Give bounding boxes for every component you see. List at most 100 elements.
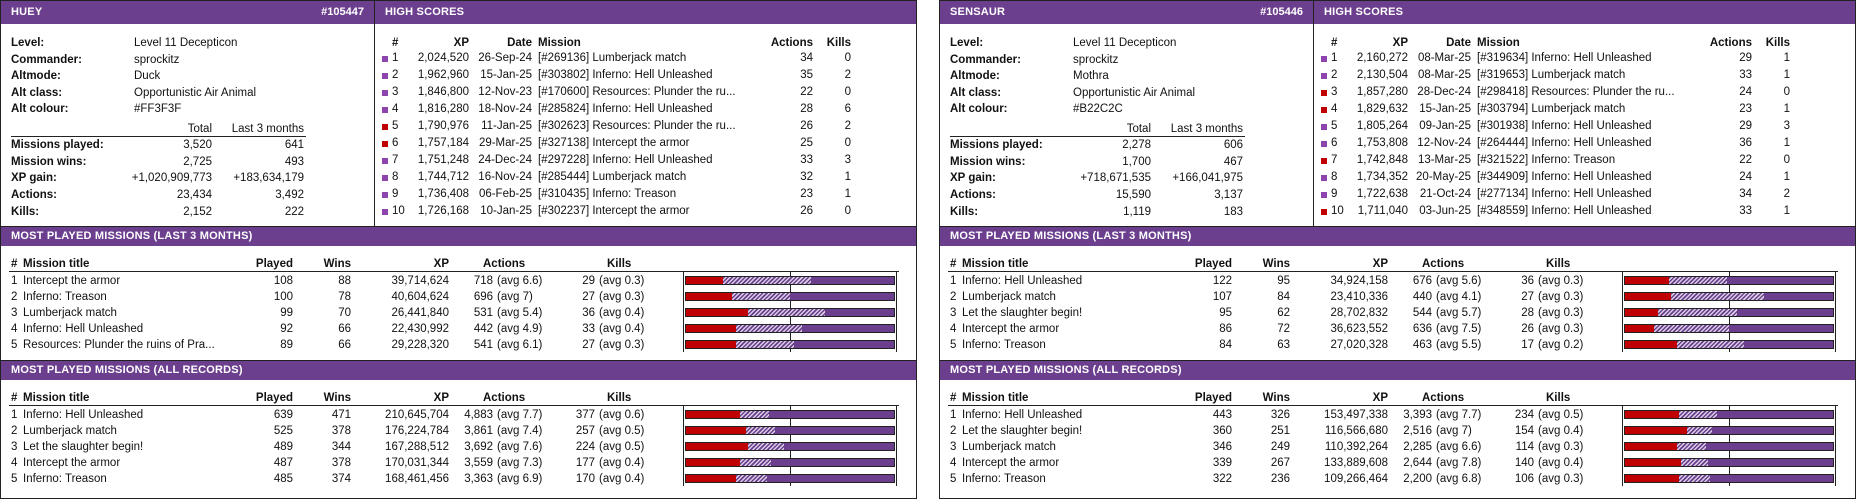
hs-date: 18-Nov-24 <box>478 103 532 115</box>
hs-col-kills: Kills <box>1765 37 1790 49</box>
mission-row[interactable]: 5 Inferno: Treason 322 236 109,266,464 2,200 (… <box>940 471 1855 487</box>
high-score-row[interactable]: 8 1,744,712 16-Nov-24 [#285444] Lumberjack … <box>1 169 916 186</box>
high-score-row[interactable]: 10 1,726,168 10-Jan-25 [#302237] Intercept … <box>1 203 916 220</box>
high-score-row[interactable]: 5 1,790,976 11-Jan-25 [#302623] Resources: … <box>1 118 916 135</box>
mission-wins: 344 <box>331 441 351 453</box>
high-score-row[interactable]: 6 1,753,808 12-Nov-24 [#264444] Inferno: He… <box>940 135 1855 152</box>
mission-row[interactable]: 4 Intercept the armor 487 378 170,031,344 3,5… <box>1 455 916 471</box>
mission-row[interactable]: 5 Inferno: Treason 84 63 27,020,328 463 (avg 5… <box>940 337 1855 353</box>
stats-header: Total Last 3 months <box>11 122 306 137</box>
mission-wins: 374 <box>331 473 351 485</box>
high-score-row[interactable]: 1 2,160,272 08-Mar-25 [#319634] Inferno: He… <box>940 50 1855 67</box>
high-score-row[interactable]: 2 2,130,504 08-Mar-25 [#319653] Lumberjack … <box>940 67 1855 84</box>
mission-row[interactable]: 2 Lumberjack match 525 378 176,224,784 3,861 (… <box>1 423 916 439</box>
hs-rank: 1 <box>1331 52 1338 64</box>
missions-col-actions: Actions <box>1422 392 1465 404</box>
mission-played: 99 <box>280 307 293 319</box>
mission-row[interactable]: 3 Lumberjack match 346 249 110,392,264 2,285 (… <box>940 439 1855 455</box>
high-score-row[interactable]: 5 1,805,264 09-Jan-25 [#301938] Inferno: He… <box>940 118 1855 135</box>
win-ratio-red-segment <box>1625 427 1688 434</box>
mission-row[interactable]: 1 Inferno: Hell Unleashed 639 471 210,645,70… <box>1 407 916 423</box>
high-score-row[interactable]: 7 1,742,848 13-Mar-25 [#321522] Inferno: Tr… <box>940 152 1855 169</box>
score-marker-icon <box>382 107 388 113</box>
high-score-row[interactable]: 9 1,722,638 21-Oct-24 [#277134] Inferno: He… <box>940 186 1855 203</box>
win-ratio-bar <box>1624 458 1834 467</box>
hs-mission: [#302237] Intercept the armor <box>538 205 690 217</box>
win-ratio-hatched-segment <box>1677 443 1707 450</box>
score-marker-icon <box>382 175 388 181</box>
mission-row[interactable]: 5 Inferno: Treason 485 374 168,461,456 3,363 (… <box>1 471 916 487</box>
high-score-row[interactable]: 3 1,846,800 12-Nov-23 [#170600] Resources: … <box>1 84 916 101</box>
mission-kills: 377 <box>575 409 595 421</box>
profile-value: sprockitz <box>1073 53 1119 66</box>
mission-row[interactable]: 3 Lumberjack match 99 70 26,441,840 531 (avg 5… <box>1 305 916 321</box>
stats-last3: +166,041,975 <box>1172 172 1243 185</box>
high-score-row[interactable]: 8 1,734,352 20-May-25 [#344909] Inferno: He… <box>940 169 1855 186</box>
score-marker-icon <box>1321 73 1327 79</box>
mission-rank: 5 <box>11 339 18 351</box>
missions-col-kills: Kills <box>1546 258 1571 270</box>
mission-row[interactable]: 3 Let the slaughter begin! 95 62 28,702,832 5… <box>940 305 1855 321</box>
high-score-row[interactable]: 9 1,736,408 06-Feb-25 [#310435] Inferno: Tr… <box>1 186 916 203</box>
mission-kills: 17 <box>1521 339 1534 351</box>
profile-label: Alt class: <box>950 86 1002 99</box>
mission-row[interactable]: 1 Inferno: Hell Unleashed 443 326 153,497,33… <box>940 407 1855 423</box>
score-marker-icon <box>1321 90 1327 96</box>
mission-row[interactable]: 4 Intercept the armor 339 267 133,889,608 2,6… <box>940 455 1855 471</box>
win-ratio-bar <box>1624 308 1834 317</box>
mission-row[interactable]: 2 Lumberjack match 107 84 23,410,336 440 (avg … <box>940 289 1855 305</box>
mission-title: Intercept the armor <box>962 457 1060 469</box>
mission-row[interactable]: 4 Intercept the armor 86 72 36,623,552 636 (av… <box>940 321 1855 337</box>
stats-label: Kills: <box>950 205 979 218</box>
stats-total: +718,671,535 <box>1080 172 1151 185</box>
mission-xp: 109,266,464 <box>1324 473 1388 485</box>
win-ratio-red-segment <box>1625 309 1659 316</box>
hs-kills: 2 <box>844 120 851 132</box>
mission-title: Inferno: Hell Unleashed <box>962 409 1083 421</box>
high-score-row[interactable]: 1 2,024,520 26-Sep-24 [#269136] Lumberjack … <box>1 50 916 67</box>
high-score-row[interactable]: 4 1,816,280 18-Nov-24 [#285824] Inferno: He… <box>1 101 916 118</box>
mission-row[interactable]: 2 Inferno: Treason 100 78 40,604,624 696 (avg … <box>1 289 916 305</box>
profile-row: Level: Level 11 Decepticon <box>11 35 301 52</box>
high-score-row[interactable]: 4 1,829,632 15-Jan-25 [#303794] Lumberjack … <box>940 101 1855 118</box>
mission-kills: 27 <box>582 291 595 303</box>
hs-actions: 28 <box>800 103 813 115</box>
win-ratio-bar <box>1624 276 1834 285</box>
missions-col-xp: XP <box>1372 258 1388 270</box>
mission-actions: 3,692 <box>464 441 493 453</box>
hs-mission: [#298418] Resources: Plunder the ru... <box>1477 86 1675 98</box>
mission-row[interactable]: 4 Inferno: Hell Unleashed 92 66 22,430,992 44… <box>1 321 916 337</box>
missions-col-title: Mission title <box>962 392 1029 404</box>
mission-actions-avg: (avg 5.7) <box>1436 307 1482 319</box>
win-ratio-bar <box>1624 426 1834 435</box>
mission-row[interactable]: 5 Resources: Plunder the ruins of Pra... 8… <box>1 337 916 353</box>
mission-title: Inferno: Treason <box>23 291 107 303</box>
mission-played: 100 <box>273 291 293 303</box>
mission-rank: 2 <box>11 291 18 303</box>
unit-card: HUEY #105447 HIGH SCORES Level: Level 11 Dec… <box>0 0 917 499</box>
mission-kills-avg: (avg 0.5) <box>1538 409 1584 421</box>
stats-last3: 467 <box>1223 155 1243 168</box>
high-score-row[interactable]: 6 1,757,184 29-Mar-25 [#327138] Intercept t… <box>1 135 916 152</box>
missions-col-played: Played <box>1194 258 1232 270</box>
mission-rank: 1 <box>11 409 18 421</box>
mission-row[interactable]: 1 Intercept the armor 108 88 39,714,624 718 (a… <box>1 273 916 289</box>
mission-row[interactable]: 2 Let the slaughter begin! 360 251 116,566,6… <box>940 423 1855 439</box>
profile-value: Level 11 Decepticon <box>1073 37 1177 49</box>
high-score-row[interactable]: 10 1,711,040 03-Jun-25 [#348559] Inferno: H… <box>940 203 1855 220</box>
win-ratio-red-segment <box>1625 277 1669 284</box>
mission-actions-avg: (avg 5.5) <box>1436 339 1482 351</box>
hs-kills: 1 <box>844 188 851 200</box>
mission-kills: 36 <box>582 307 595 319</box>
win-ratio-hatched-segment <box>740 459 772 466</box>
high-score-row[interactable]: 2 1,962,960 15-Jan-25 [#303802] Inferno: He… <box>1 67 916 84</box>
high-score-row[interactable]: 3 1,857,280 28-Dec-24 [#298418] Resources: … <box>940 84 1855 101</box>
mission-row[interactable]: 3 Let the slaughter begin! 489 344 167,288,5… <box>1 439 916 455</box>
hs-col-date: Date <box>1446 37 1471 49</box>
missions-col-rank: # <box>11 258 18 270</box>
mission-actions: 531 <box>473 307 493 319</box>
mission-row[interactable]: 1 Inferno: Hell Unleashed 122 95 34,924,158 6… <box>940 273 1855 289</box>
mission-title: Intercept the armor <box>962 323 1060 335</box>
high-score-row[interactable]: 7 1,751,248 24-Dec-24 [#297228] Inferno: He… <box>1 152 916 169</box>
missions-table-header: # Mission title Played Wins XP Actions Kills <box>948 392 1838 406</box>
